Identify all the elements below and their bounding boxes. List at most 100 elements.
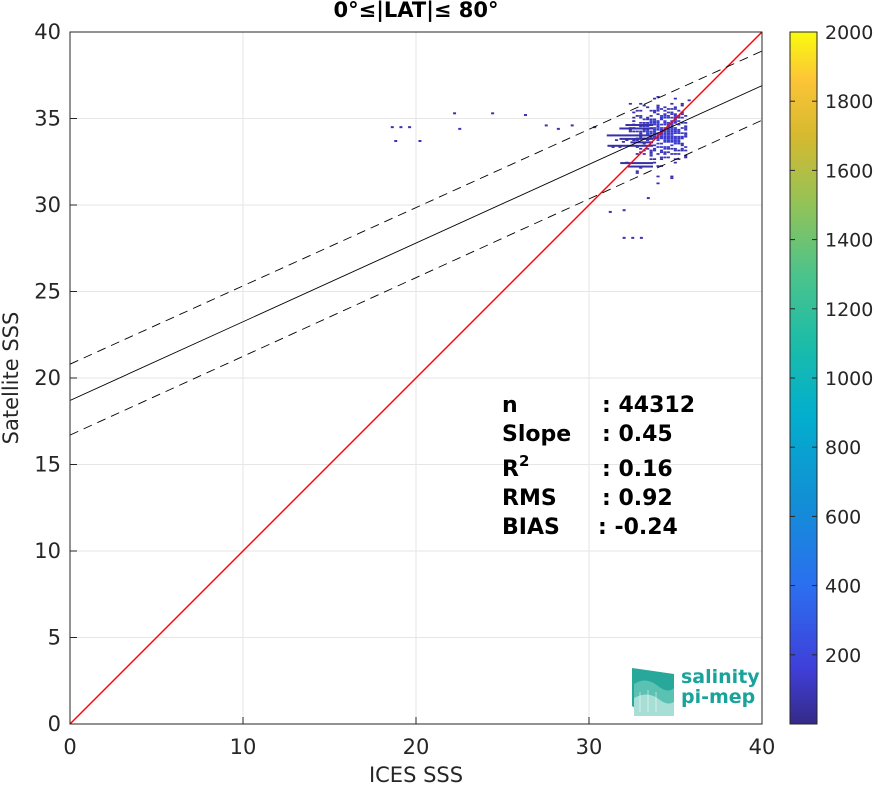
y-axis-label: Satellite SSS [0, 312, 23, 445]
density-cell [649, 158, 653, 161]
density-cell [628, 128, 632, 131]
scatter-point [608, 210, 612, 213]
density-cell [635, 146, 639, 148]
density-cell [659, 108, 664, 110]
density-cell [646, 106, 650, 109]
density-cell [663, 132, 667, 135]
density-cell [649, 149, 653, 152]
x-axis-label: ICES SSS [369, 763, 463, 786]
density-cell [646, 128, 650, 131]
density-cell [666, 139, 670, 141]
density-cell [653, 149, 657, 152]
x-tick-label: 30 [576, 735, 603, 759]
scatter-point [622, 236, 626, 239]
density-cell [663, 106, 667, 109]
stat-label: n [502, 393, 518, 418]
density-cell [625, 139, 629, 141]
y-tick-label: 40 [34, 20, 61, 44]
density-cell [677, 140, 681, 143]
density-cell [684, 135, 688, 138]
density-cell [639, 109, 643, 112]
density-cell [642, 121, 646, 124]
density-cell [673, 147, 677, 150]
density-cell [614, 139, 619, 141]
colorbar-tick-label: 600 [825, 506, 861, 528]
density-cell [639, 135, 643, 138]
stat-value: : 0.16 [602, 457, 673, 482]
density-cell [684, 146, 688, 148]
density-cell [653, 127, 657, 129]
stat-label: Slope [502, 422, 571, 447]
density-cell [677, 116, 681, 119]
density-cell [673, 106, 677, 109]
density-cell [673, 161, 677, 164]
density-cell [673, 135, 677, 138]
density-cell [656, 175, 660, 178]
density-cell [680, 144, 684, 147]
density-cell [656, 113, 660, 116]
scatter-point [570, 124, 574, 127]
density-cell [649, 135, 653, 138]
density-cell [684, 125, 688, 128]
density-cell [656, 146, 660, 148]
density-cell [656, 137, 660, 140]
colorbar-tick-label: 800 [825, 437, 861, 459]
density-cell [659, 137, 664, 140]
density-cell [670, 116, 674, 119]
density-cell [632, 120, 636, 122]
colorbar-tick-label: 1600 [825, 160, 873, 182]
scatter-point [399, 126, 403, 129]
density-streak [619, 137, 654, 140]
density-cell [656, 142, 660, 145]
density-cell [666, 121, 670, 124]
density-cell [649, 115, 653, 117]
density-cell [653, 132, 657, 135]
density-cell [653, 161, 657, 164]
stat-label: RMS [502, 486, 557, 511]
density-cell [649, 130, 653, 133]
density-cell [673, 121, 677, 124]
x-tick-label: 40 [749, 735, 776, 759]
colorbar-tick-label: 1200 [825, 299, 873, 321]
density-cell [663, 137, 667, 140]
density-cell [666, 146, 670, 148]
density-cell [673, 115, 677, 117]
density-cell [680, 142, 684, 145]
density-cell [656, 134, 660, 136]
density-cell [673, 128, 677, 131]
density-cell [666, 132, 670, 135]
density-cell [670, 147, 674, 150]
density-cell [621, 140, 625, 143]
density-streak [620, 162, 654, 165]
density-cell [677, 137, 681, 140]
density-cell [680, 113, 684, 116]
density-cell [646, 132, 650, 135]
density-cell [639, 132, 643, 135]
scatter-point [544, 124, 548, 127]
density-cell [656, 109, 660, 112]
density-cell [673, 158, 677, 161]
colorbar-tick-label: 200 [825, 645, 861, 667]
lower-bound-line [70, 119, 762, 436]
density-cell [611, 146, 615, 148]
density-cell [642, 128, 646, 131]
y-tick-label: 0 [48, 712, 61, 736]
density-cell [642, 104, 646, 107]
density-cell [639, 116, 643, 119]
density-cell [653, 144, 657, 147]
density-cell [659, 151, 664, 154]
density-cell [666, 116, 670, 119]
density-cell [649, 109, 653, 112]
density-cell [673, 139, 677, 141]
stat-value: : 0.92 [602, 486, 673, 511]
colorbar-tick-label: 1000 [825, 368, 873, 390]
density-cell [656, 139, 660, 141]
density-cell [653, 121, 657, 124]
density-cell [673, 137, 677, 140]
density-cell [663, 156, 667, 159]
density-cell [670, 111, 674, 114]
colorbar-tick-labels: 200 400 600 800 1000 1200 1400 1600 1800 2000 [790, 22, 873, 667]
density-cell [653, 97, 657, 100]
density-cell [670, 128, 674, 131]
y-tick-label: 30 [34, 193, 61, 217]
